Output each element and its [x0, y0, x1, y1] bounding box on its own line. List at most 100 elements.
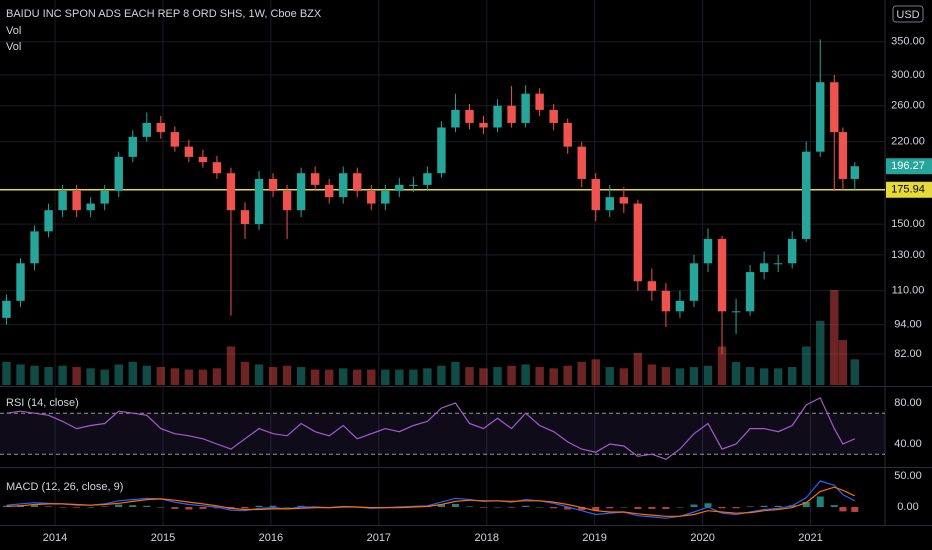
volume-bar: [773, 368, 783, 385]
candle-body: [2, 300, 11, 318]
candle-body: [802, 151, 811, 239]
volume-bar: [170, 368, 180, 385]
volume-bar: [338, 368, 348, 385]
macd-histogram: [129, 505, 137, 508]
candle-body: [493, 105, 502, 128]
candle-body: [717, 238, 727, 312]
candle-body: [745, 272, 755, 312]
volume-bar: [838, 340, 848, 385]
volume-bar: [226, 346, 236, 385]
macd-histogram: [851, 507, 859, 512]
x-tick-label: 2020: [690, 532, 714, 544]
volume-bar: [661, 367, 671, 385]
macd-histogram: [816, 496, 824, 508]
candle-body: [850, 166, 859, 179]
volume-bar: [353, 369, 362, 385]
macd-histogram: [606, 507, 614, 509]
candle-body: [773, 263, 783, 265]
volume-bar: [465, 367, 474, 385]
volume-bar: [16, 364, 25, 385]
macd-histogram: [704, 503, 712, 508]
macd-histogram: [480, 507, 488, 508]
candle-body: [142, 122, 151, 137]
candle-body: [816, 82, 825, 152]
volume-bar: [44, 367, 53, 385]
volume-bar: [58, 365, 67, 385]
candle-body: [44, 210, 53, 232]
x-tick-label: 2018: [475, 532, 499, 544]
macd-histogram: [171, 507, 179, 509]
candle-body: [324, 184, 334, 198]
candle-body: [507, 105, 516, 123]
indicator-label: Vol: [6, 25, 21, 37]
macd-histogram: [522, 505, 530, 508]
volume-bar: [282, 365, 292, 385]
currency-box[interactable]: [892, 5, 924, 23]
y-tick-label: 300.00: [891, 69, 925, 81]
rsi-title: RSI (14, close): [6, 397, 79, 409]
volume-bar: [142, 365, 151, 385]
macd-histogram: [508, 507, 516, 508]
volume-bar: [549, 368, 558, 385]
candle-body: [367, 190, 376, 204]
volume-bar: [605, 367, 614, 385]
candle-body: [661, 290, 671, 312]
macd-histogram: [59, 507, 67, 508]
volume-bar: [310, 369, 320, 385]
candle-body: [16, 263, 25, 301]
y-tick-label: 94.00: [894, 319, 922, 331]
candle-body: [395, 184, 404, 191]
volume-bar: [212, 368, 222, 385]
chart-title: BAIDU INC SPON ADS EACH REP 8 ORD SHS, 1…: [6, 8, 322, 20]
volume-bar: [437, 365, 446, 385]
candle-body: [72, 190, 81, 211]
candle-body: [535, 93, 544, 110]
volume-bar: [2, 361, 11, 385]
candle-body: [114, 156, 123, 191]
macd-histogram: [465, 506, 473, 508]
volume-bar: [759, 368, 769, 385]
candle-body: [128, 136, 137, 157]
macd-histogram: [648, 507, 656, 509]
macd-histogram: [437, 504, 445, 508]
macd-histogram: [746, 506, 754, 508]
volume-bar: [423, 368, 432, 385]
volume-bar: [254, 364, 264, 385]
macd-histogram: [662, 507, 670, 509]
volume-bar: [619, 368, 629, 385]
last-price-badge: [886, 158, 932, 175]
candle-body: [353, 173, 362, 191]
volume-bar: [745, 367, 755, 385]
candle-body: [703, 238, 713, 264]
y-tick-label: 220.00: [891, 136, 925, 148]
candle-body: [212, 162, 222, 174]
currency[interactable]: USD: [896, 9, 919, 21]
volume-bar: [507, 365, 516, 385]
macd-histogram: [494, 507, 502, 508]
candle-body: [675, 300, 685, 312]
candle-body: [381, 190, 390, 204]
macd-histogram: [676, 507, 684, 508]
macd-histogram: [73, 507, 81, 508]
volume-bar: [100, 369, 109, 385]
volume-bar: [689, 367, 699, 385]
candle-body: [170, 132, 180, 147]
y-tick-label: 82.00: [894, 348, 922, 360]
candle-body: [577, 146, 586, 179]
y-tick-label: 40.00: [894, 438, 922, 450]
candle-body: [240, 210, 250, 225]
x-tick-label: 2014: [43, 532, 67, 544]
volume-bar: [156, 367, 166, 385]
macd-histogram: [774, 505, 782, 508]
candle-body: [423, 173, 432, 185]
macd-histogram: [592, 507, 600, 511]
macd-histogram: [115, 504, 123, 508]
macd-histogram: [620, 507, 628, 508]
candle-body: [647, 281, 657, 291]
candle-body: [156, 122, 166, 133]
macd-histogram: [536, 507, 544, 508]
y-tick-label: 260.00: [891, 100, 925, 112]
candle-body: [633, 203, 643, 282]
candle-body: [591, 178, 600, 211]
